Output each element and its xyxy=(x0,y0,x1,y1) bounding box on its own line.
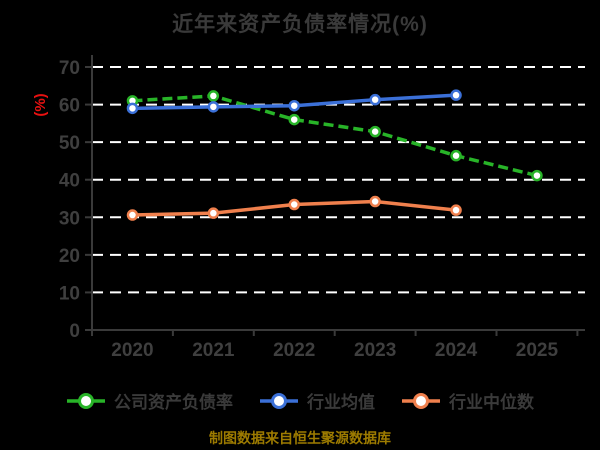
legend-item-company-ratio: 公司资产负债率 xyxy=(66,388,233,413)
legend-marker-green-icon xyxy=(67,392,105,409)
legend-item-industry-median: 行业中位数 xyxy=(401,388,534,413)
series-0-marker-3 xyxy=(369,125,381,138)
series-0-marker-1 xyxy=(207,90,220,102)
y-axis-unit-label: (%) xyxy=(32,93,49,116)
legend-marker-orange-icon xyxy=(402,392,440,409)
y-tick-label-50: 50 xyxy=(59,133,80,154)
chart-title: 近年来资产负债率情况(%) xyxy=(172,13,428,36)
legend-item-industry-mean: 行业均值 xyxy=(259,388,375,413)
legend-label-company-ratio: 公司资产负债率 xyxy=(114,393,233,412)
series-2-marker-2 xyxy=(288,198,300,211)
series-1-marker-4 xyxy=(450,89,462,101)
series-0-marker-5 xyxy=(531,169,543,182)
x-tick-label-2023: 2023 xyxy=(354,340,396,361)
series-0-marker-2 xyxy=(288,113,300,126)
series-1-marker-2 xyxy=(288,99,300,112)
series-2-marker-1 xyxy=(207,207,220,219)
x-tick-label-2020: 2020 xyxy=(111,340,153,361)
y-tick-label-70: 70 xyxy=(59,58,80,79)
x-tick-label-2021: 2021 xyxy=(192,340,235,361)
data-source-note: 制图数据来自恒生聚源数据库 xyxy=(209,430,391,446)
y-tick-label-40: 40 xyxy=(59,171,80,192)
series-1-marker-3 xyxy=(369,93,381,106)
x-tick-label-2025: 2025 xyxy=(516,340,559,361)
legend: 公司资产负债率 行业均值 行业中位数 xyxy=(0,388,600,413)
series-0-marker-4 xyxy=(450,149,462,162)
legend-label-industry-median: 行业中位数 xyxy=(449,393,534,412)
legend-label-industry-mean: 行业均值 xyxy=(307,393,375,412)
series-1-marker-0 xyxy=(126,102,139,115)
x-tick-label-2022: 2022 xyxy=(273,340,315,361)
y-tick-label-0: 0 xyxy=(69,321,80,342)
y-tick-label-10: 10 xyxy=(59,283,80,304)
series-2-marker-0 xyxy=(126,209,139,221)
y-tick-label-20: 20 xyxy=(59,246,80,267)
series-2-marker-4 xyxy=(450,204,462,216)
series-2-marker-3 xyxy=(369,195,381,208)
y-tick-label-30: 30 xyxy=(59,208,80,229)
legend-marker-blue-icon xyxy=(260,392,298,409)
series-line-0 xyxy=(132,94,538,178)
plot-area: 0 10 20 30 40 50 60 70 2020 2021 2022 2023 2024 2025 (… xyxy=(32,55,585,361)
series-1-marker-1 xyxy=(207,101,220,113)
y-tick-label-60: 60 xyxy=(59,96,80,117)
x-tick-label-2024: 2024 xyxy=(435,340,478,361)
